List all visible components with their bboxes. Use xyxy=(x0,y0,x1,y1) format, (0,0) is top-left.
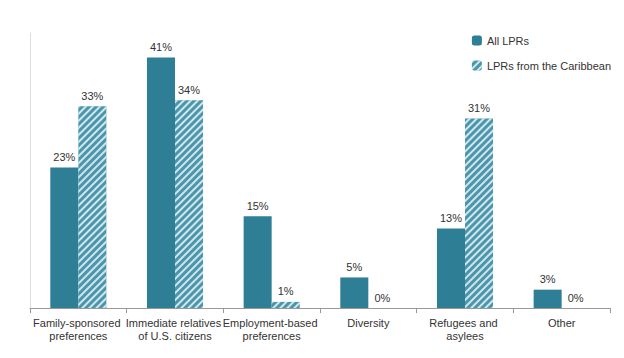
svg-text:33%: 33% xyxy=(81,90,103,102)
svg-text:preferences: preferences xyxy=(49,330,108,342)
svg-text:15%: 15% xyxy=(247,200,269,212)
svg-text:41%: 41% xyxy=(150,41,172,53)
svg-text:0%: 0% xyxy=(374,292,390,304)
svg-text:34%: 34% xyxy=(178,84,200,96)
svg-text:All LPRs: All LPRs xyxy=(487,35,530,47)
svg-text:of U.S. citizens: of U.S. citizens xyxy=(138,330,212,342)
svg-text:Immediate relatives: Immediate relatives xyxy=(126,317,224,329)
svg-text:0%: 0% xyxy=(568,292,584,304)
svg-text:Family-sponsored: Family-sponsored xyxy=(33,317,123,329)
svg-text:Employment-based: Employment-based xyxy=(223,317,321,329)
svg-text:13%: 13% xyxy=(440,212,462,224)
svg-text:asylees: asylees xyxy=(446,330,484,342)
svg-text:Other: Other xyxy=(548,317,576,329)
svg-text:preferences: preferences xyxy=(243,330,302,342)
svg-text:23%: 23% xyxy=(53,151,75,163)
svg-text:3%: 3% xyxy=(540,273,556,285)
svg-text:Refugees and: Refugees and xyxy=(429,317,501,329)
svg-text:Diversity: Diversity xyxy=(347,317,390,329)
svg-text:LPRs from the Caribbean: LPRs from the Caribbean xyxy=(487,60,611,72)
svg-text:5%: 5% xyxy=(346,261,362,273)
svg-text:1%: 1% xyxy=(278,285,294,297)
svg-text:31%: 31% xyxy=(468,102,490,114)
